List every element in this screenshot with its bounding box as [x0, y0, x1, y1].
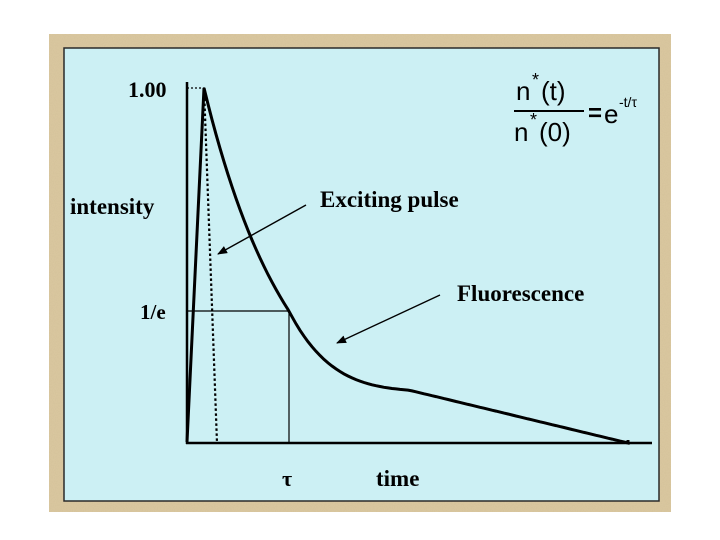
eq-denominator-star: * — [530, 110, 537, 130]
eq-rhs-e: e — [604, 99, 618, 129]
eq-numerator-arg: (t) — [541, 76, 566, 106]
y-axis-label: intensity — [70, 194, 155, 219]
plot-panel — [63, 47, 660, 502]
eq-rhs-exponent: -t/τ — [619, 94, 637, 110]
eq-numerator-star: * — [532, 70, 539, 90]
decay-equation: n * (t) n * (0) = e -t/τ — [514, 70, 637, 147]
tau-tick-label: τ — [282, 466, 292, 491]
x-axis-label: time — [376, 466, 419, 491]
tick-label-1-00: 1.00 — [128, 77, 167, 102]
fluorescence-arrow — [336, 294, 441, 344]
pulse-arrow — [217, 204, 307, 255]
exciting-pulse-curve — [185, 87, 219, 444]
tick-label-1-over-e: 1/e — [140, 300, 166, 324]
fluorescence-label: Fluorescence — [457, 281, 584, 306]
fluorescence-decay-curve — [185, 87, 630, 445]
eq-numerator-n: n — [516, 76, 530, 106]
eq-denominator-arg: (0) — [539, 117, 571, 147]
eq-denominator-n: n — [514, 117, 528, 147]
exciting-pulse-label: Exciting pulse — [320, 187, 459, 212]
eq-equals: = — [588, 100, 602, 127]
